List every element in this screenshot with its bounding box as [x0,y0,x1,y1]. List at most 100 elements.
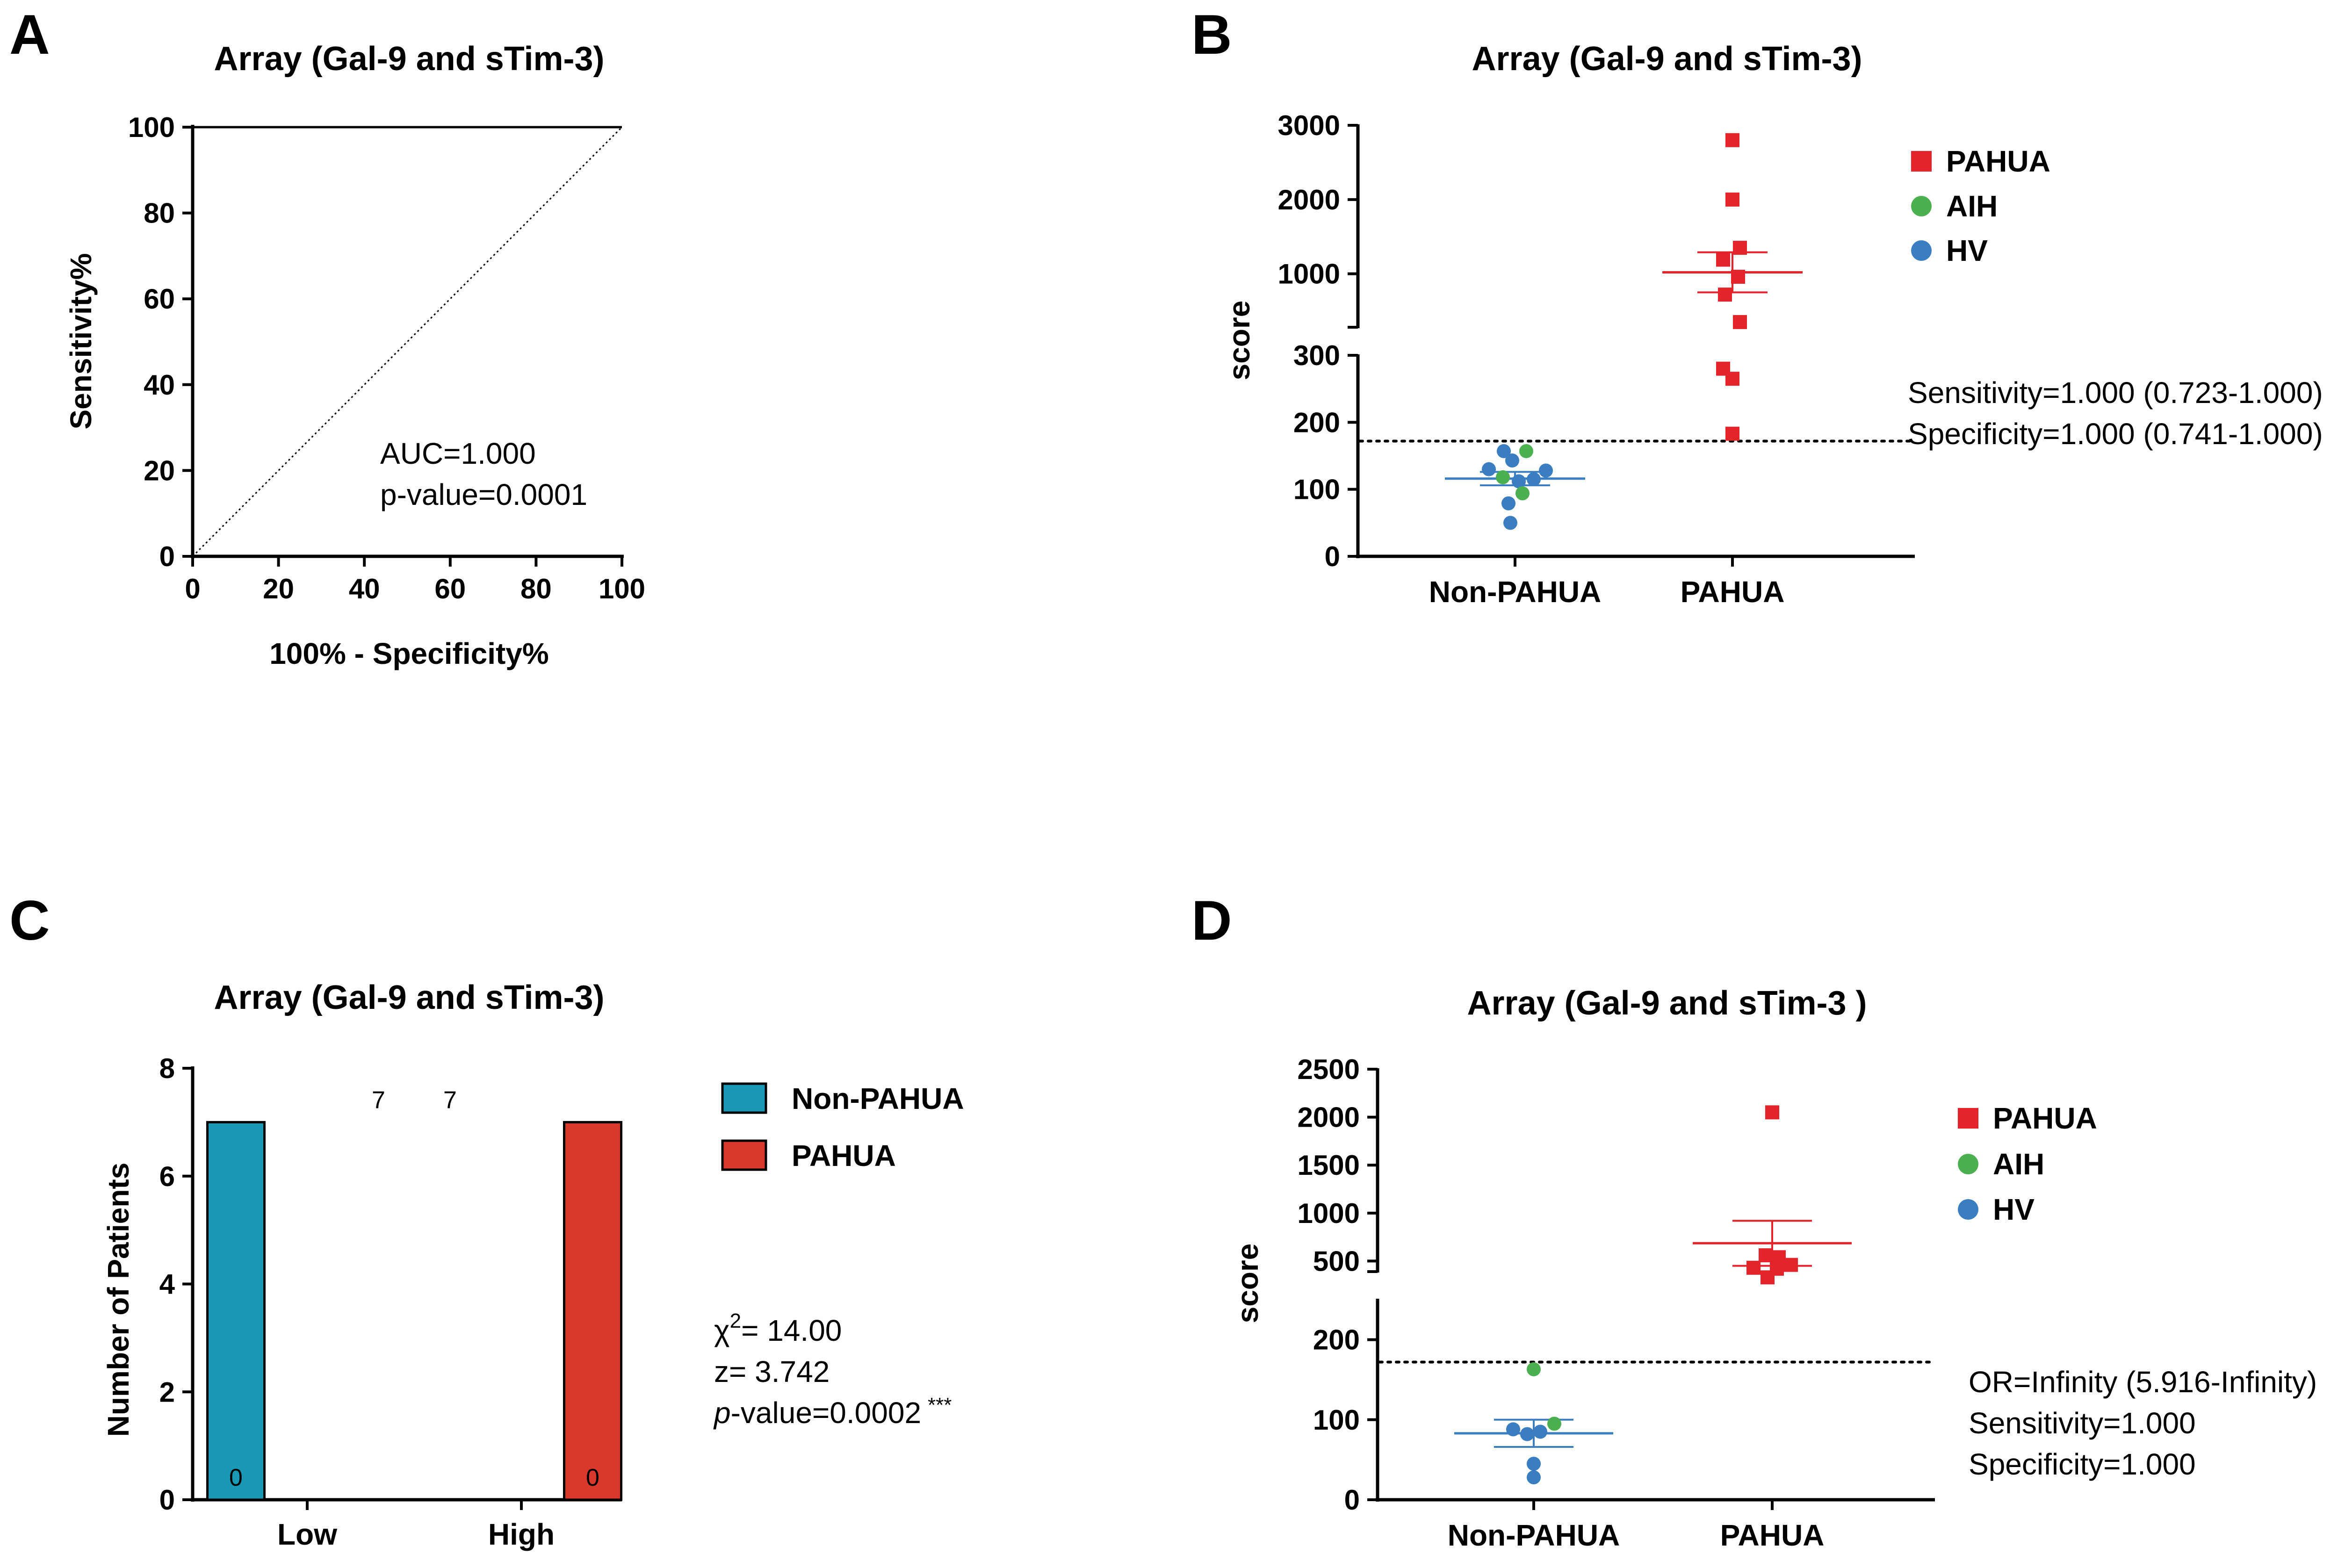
panel-b-point-aih [1496,470,1510,484]
panel-a-title: Array (Gal-9 and sTim-3) [214,40,605,78]
panel-a-y-tick-label: 20 [144,455,175,486]
panel-b-point-hv [1512,474,1526,489]
panel-b-point-hv [1505,453,1519,468]
panel-d-title: Array (Gal-9 and sTim-3 ) [1467,985,1867,1022]
panel-d-point-hv [1520,1427,1534,1441]
legend-non-pahua-label: Non-PAHUA [792,1082,964,1115]
panel-d-y-tick-label: 1000 [1298,1198,1360,1229]
panel-a-y-tick-label: 60 [144,283,175,315]
panel-b-scatter: B Array (Gal-9 and sTim-3) 0 100 200 300 100… [1191,3,2323,609]
legend-hv-marker [1958,1199,1978,1220]
legend-hv-label: HV [1993,1193,2035,1226]
panel-letter-d: D [1191,889,1232,952]
legend-hv-marker [1911,240,1932,261]
panel-c-bar-value-label: 0 [586,1464,599,1491]
panel-d-point-pahua [1784,1258,1798,1272]
panel-d-plot-area: 0 100 200 500 1000 1500 2000 2500 Non-PAHUA PAHUA [1298,1054,1935,1552]
panel-c-y-tick-label: 0 [159,1484,175,1516]
legend-pahua-swatch [721,1139,767,1171]
panel-a-x-tick-label: 40 [349,573,380,604]
panel-a-auc-annotation: AUC=1.000 [380,437,536,470]
legend-aih-marker [1958,1154,1978,1174]
panel-b-point-hv [1539,463,1553,478]
panel-b-point-pahua [1718,288,1732,302]
panel-b-point-pahua [1725,192,1739,207]
panel-b-y-tick-label: 1000 [1278,259,1340,290]
panel-d-point-hv [1527,1470,1541,1485]
panel-d-point-pahua [1746,1260,1761,1275]
panel-c-plot-area: 0 2 4 6 8 Low High 0 7 7 0 [159,1053,622,1551]
panel-b-y-tick-label: 3000 [1278,110,1340,141]
panel-a-y-tick-label: 80 [144,198,175,229]
panel-d-ylabel: score [1231,1244,1264,1323]
panel-b-point-hv [1482,462,1496,476]
legend-non-pahua-swatch [721,1082,767,1114]
panel-b-x-tick-label: PAHUA [1681,575,1785,609]
panel-b-point-hv [1497,444,1511,458]
legend-aih-marker [1911,196,1932,216]
panel-c-z-stat: z= 3.742 [714,1355,830,1388]
panel-d-specificity: Specificity=1.000 [1969,1447,2196,1481]
panel-b-y-tick-label: 100 [1293,474,1340,505]
panel-a-x-tick-label: 0 [185,573,200,604]
panel-b-title: Array (Gal-9 and sTim-3) [1472,40,1862,78]
panel-d-y-tick-label: 1500 [1298,1150,1360,1181]
panel-a-ylabel: Sensitivity% [64,253,98,429]
panel-d-legend: PAHUA AIH HV [1958,1101,2097,1226]
panel-c-stats: χ2= 14.00 z= 3.742 p-value=0.0002 *** [713,1309,952,1430]
panel-d-y-tick-label: 2500 [1298,1054,1360,1085]
legend-aih-label: AIH [1993,1147,2044,1181]
panel-a-y-tick-label: 100 [128,112,175,143]
panel-c-x-tick-label: High [488,1518,555,1551]
panel-d-scatter: D Array (Gal-9 and sTim-3 ) 0 100 200 500 10… [1191,889,2317,1552]
panel-d-point-aih [1527,1362,1541,1376]
panel-b-point-pahua [1725,133,1739,147]
panel-d-point-hv [1533,1424,1547,1439]
panel-d-point-pahua [1765,1105,1779,1120]
panel-a-y-tick-label: 40 [144,369,175,401]
panel-c-y-tick-label: 2 [159,1376,175,1408]
panel-b-point-pahua [1725,372,1739,386]
panel-a-x-tick-label: 80 [520,573,552,604]
panel-b-point-aih [1515,486,1530,501]
panel-c-bar-value-label: 7 [443,1086,457,1114]
panel-a-x-tick-label: 60 [434,573,466,604]
panel-a-x-tick-label: 20 [263,573,294,604]
panel-b-sensitivity: Sensitivity=1.000 (0.723-1.000) [1908,376,2323,410]
panel-b-y-tick-label: 300 [1293,340,1340,371]
panel-a-pvalue-annotation: p-value=0.0001 [380,478,587,511]
panel-b-ylabel: score [1222,301,1256,381]
panel-d-y-tick-label: 0 [1344,1484,1360,1516]
panel-letter-c: C [9,889,50,952]
panel-d-point-hv [1527,1456,1541,1471]
panel-a-xlabel: 100% - Specificity% [269,637,549,670]
panel-b-point-hv [1501,496,1515,511]
panel-b-legend: PAHUA AIH HV [1911,144,2050,267]
panel-c-bar-value-label: 7 [372,1086,385,1114]
panel-c-y-tick-label: 4 [159,1269,175,1300]
panel-d-x-tick-label: Non-PAHUA [1448,1518,1620,1552]
panel-d-y-tick-label: 500 [1313,1245,1360,1277]
panel-b-y-tick-label: 200 [1293,407,1340,438]
panel-d-y-tick-label: 2000 [1298,1102,1360,1133]
panel-c-y-tick-label: 8 [159,1053,175,1084]
panel-b-x-tick-label: Non-PAHUA [1429,575,1602,609]
panel-d-y-tick-label: 100 [1313,1404,1360,1436]
panel-d-x-tick-label: PAHUA [1720,1518,1825,1552]
panel-b-plot-area: 0 100 200 300 1000 2000 3000 Non-PAHUA PAHUA [1278,110,1915,609]
panel-c-chi-square: χ2= 14.00 [714,1309,842,1347]
legend-hv-label: HV [1946,234,1988,267]
panel-d-sensitivity: Sensitivity=1.000 [1969,1406,2196,1440]
panel-b-point-pahua [1733,241,1747,255]
panel-c-y-tick-label: 6 [159,1161,175,1192]
panel-c-bar-non-pahua [206,1121,266,1501]
panel-c-ylabel: Number of Patients [101,1163,135,1437]
panel-b-y-tick-label: 2000 [1278,184,1340,216]
panel-b-point-hv [1527,472,1541,487]
panel-b-y-tick-label: 0 [1325,541,1340,572]
reference-diagonal-line [192,126,623,557]
panel-a-y-tick-label: 0 [159,541,175,572]
legend-pahua-label: PAHUA [792,1139,896,1172]
